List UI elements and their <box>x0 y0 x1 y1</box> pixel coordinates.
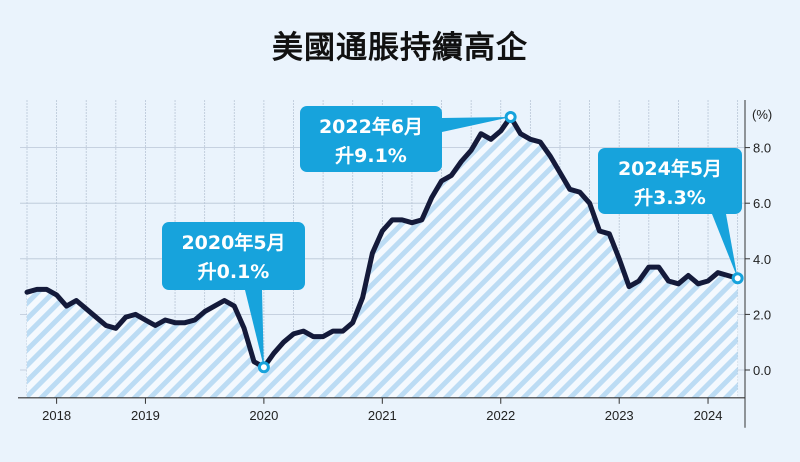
y-tick-label: 6.0 <box>753 196 771 211</box>
callout-date: 2020年5月 <box>181 231 285 254</box>
callout-box <box>598 148 742 214</box>
callout-date: 2022年6月 <box>319 115 423 138</box>
callout-date: 2024年5月 <box>618 157 722 180</box>
callout-value: 升0.1% <box>198 261 270 283</box>
callout-box <box>162 222 305 290</box>
highlight-point <box>731 272 744 285</box>
callout-pointer <box>712 214 738 279</box>
x-tick-label: 2021 <box>368 408 397 423</box>
callout-pointer <box>245 290 264 368</box>
x-tick-label: 2020 <box>249 408 278 423</box>
y-axis-unit: (%) <box>752 107 772 122</box>
x-tick-label: 2024 <box>694 408 723 423</box>
x-tick-label: 2023 <box>605 408 634 423</box>
y-tick-label: 8.0 <box>753 141 771 156</box>
callout-value: 升3.3% <box>634 187 706 209</box>
y-tick-label: 0.0 <box>753 363 771 378</box>
x-tick-label: 2018 <box>42 408 71 423</box>
y-tick-label: 2.0 <box>753 307 771 322</box>
area-fill <box>27 117 738 398</box>
cpi-line <box>24 114 741 370</box>
callout-value: 升9.1% <box>335 145 407 167</box>
highlight-point <box>504 111 517 124</box>
highlight-point <box>257 361 270 374</box>
y-tick-label: 4.0 <box>753 252 771 267</box>
x-tick-label: 2022 <box>486 408 515 423</box>
callout-pointer <box>442 117 511 132</box>
x-tick-label: 2019 <box>131 408 160 423</box>
callout-box <box>300 106 442 172</box>
chart-title: 美國通脹持續高企 <box>272 30 528 66</box>
